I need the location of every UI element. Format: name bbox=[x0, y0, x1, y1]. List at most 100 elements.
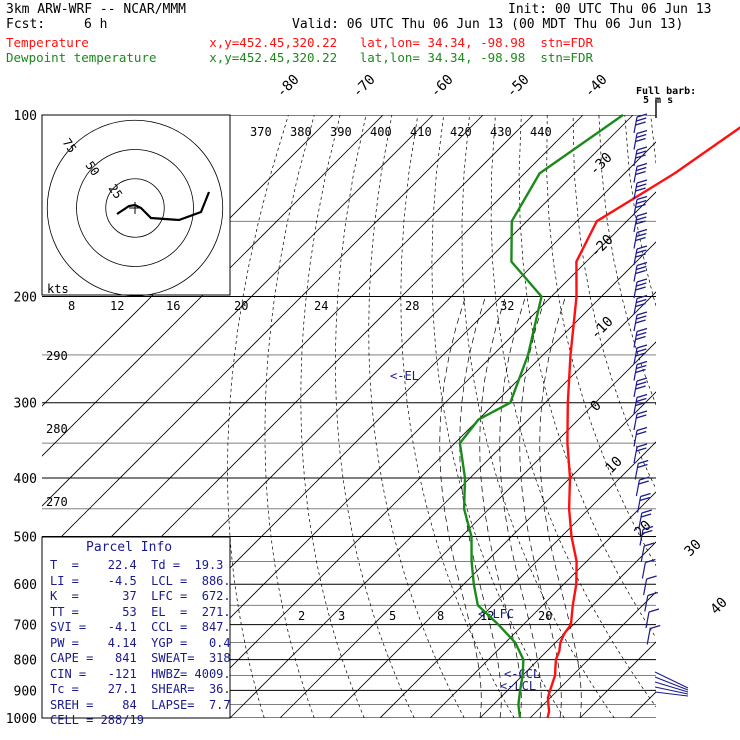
wind-barb-staff bbox=[633, 314, 638, 332]
moist-adiabat bbox=[539, 296, 582, 718]
lcl-marker: <-LCL bbox=[500, 679, 536, 693]
pressure-label: 600 bbox=[14, 578, 37, 593]
isotherm-label: 10 bbox=[603, 454, 626, 477]
wind-barb-flag bbox=[636, 364, 647, 370]
dry-adiabat bbox=[728, 115, 740, 718]
parcel-info-row: T = 22.4 Td = 19.3 bbox=[50, 558, 224, 572]
valid-time: Valid: 06 UTC Thu 06 Jun 13 (00 MDT Thu … bbox=[292, 17, 684, 32]
wind-barb-flag bbox=[636, 426, 648, 432]
wind-barb-flag bbox=[635, 401, 646, 407]
wind-barb-flag bbox=[636, 249, 647, 254]
wind-barb-flag bbox=[636, 348, 647, 353]
wind-barb-staff bbox=[633, 199, 638, 216]
wind-barb-lowlevel bbox=[654, 676, 689, 691]
wind-barb-flag bbox=[636, 199, 647, 205]
isotherm bbox=[42, 115, 484, 557]
wind-barb-flag bbox=[636, 443, 648, 448]
wind-barb-flag bbox=[635, 220, 646, 225]
forecast-hour: 6 h bbox=[84, 17, 108, 32]
wind-barb-staff bbox=[633, 364, 638, 381]
theta-label: 270 bbox=[46, 495, 68, 509]
parcel-info-row: K = 37 LFC = 672. bbox=[50, 589, 231, 603]
wind-barb-flag bbox=[636, 162, 648, 168]
init-time: Init: 00 UTC Thu 06 Jun 13 bbox=[508, 2, 712, 17]
wind-barb-staff bbox=[633, 232, 638, 249]
dry-adiabat bbox=[572, 115, 656, 490]
wind-barb-lowlevel bbox=[654, 671, 689, 689]
wind-barb-flag bbox=[636, 195, 648, 201]
theta-label: 440 bbox=[530, 125, 552, 139]
dry-adiabat bbox=[490, 115, 656, 708]
isotherm bbox=[42, 115, 384, 457]
wind-barb-lowlevel bbox=[654, 691, 689, 697]
dry-adiabat bbox=[227, 115, 289, 718]
barb-legend-title: Full barb: bbox=[636, 86, 696, 97]
wind-barb-flag bbox=[638, 480, 649, 485]
wind-barb-flag bbox=[648, 608, 660, 613]
wind-barb-staff bbox=[633, 413, 638, 431]
wind-barb-staff bbox=[646, 628, 651, 645]
hodograph-ring bbox=[105, 178, 165, 238]
isotherm-label: 30 bbox=[682, 537, 705, 560]
wind-barb-staff bbox=[633, 166, 638, 183]
theta-label: 420 bbox=[450, 125, 472, 139]
dry-adiabat bbox=[703, 115, 740, 718]
forecast-label: Fcst: bbox=[6, 17, 46, 32]
pressure-label: 200 bbox=[14, 291, 37, 306]
wind-barb-staff bbox=[633, 430, 638, 447]
wind-barb-staff bbox=[639, 529, 644, 546]
model-title: 3km ARW-WRF -- NCAR/MMM bbox=[6, 2, 187, 17]
moist-adiabat bbox=[499, 296, 542, 718]
wind-barb-flag bbox=[636, 133, 647, 139]
wind-barb-flag bbox=[636, 393, 648, 399]
mixing-ratio-label: 3 bbox=[338, 609, 345, 623]
wind-barb-flag bbox=[636, 414, 647, 419]
mixing-ratio-label: 8 bbox=[68, 299, 75, 313]
theta-label: 410 bbox=[410, 125, 432, 139]
wind-barb-flag bbox=[636, 344, 648, 349]
dry-adiabat bbox=[431, 115, 565, 718]
mixing-ratio-label: 20 bbox=[234, 299, 248, 313]
wind-barb-staff bbox=[633, 380, 638, 398]
theta-label: 280 bbox=[46, 422, 68, 436]
lfc-marker: <-LFC bbox=[478, 607, 514, 621]
wind-barb-flag bbox=[636, 117, 647, 122]
wind-barb-flag bbox=[636, 278, 648, 283]
dry-adiabat bbox=[335, 115, 415, 718]
wind-barb-flag bbox=[635, 302, 646, 308]
hodograph-ring bbox=[76, 149, 194, 267]
moist-adiabat bbox=[519, 296, 562, 718]
mixing-ratio-label: 12 bbox=[480, 609, 494, 623]
theta-label: 430 bbox=[490, 125, 512, 139]
wind-barb-staff bbox=[644, 595, 649, 612]
wind-barb-flag bbox=[637, 463, 648, 469]
isotherm-label: 0 bbox=[588, 398, 605, 415]
mixing-ratio-label: 32 bbox=[500, 299, 514, 313]
pressure-label: 700 bbox=[14, 619, 37, 634]
isotherm bbox=[42, 115, 534, 607]
pressure-label: 800 bbox=[14, 654, 37, 669]
wind-barb-staff bbox=[638, 512, 643, 530]
isotherm-label: -40 bbox=[582, 72, 611, 101]
wind-barb-staff bbox=[633, 331, 638, 348]
wind-barb-lowlevel bbox=[654, 686, 689, 695]
parcel-panel-frame bbox=[41, 536, 231, 719]
wind-barb-flag bbox=[636, 381, 647, 386]
isotherm bbox=[329, 391, 656, 718]
hodograph-ring-label: 25 bbox=[106, 182, 126, 202]
wind-barb-flag bbox=[636, 430, 647, 436]
dewpoint-legend: Dewpoint temperature x,y=452.45,320.22 l… bbox=[6, 50, 593, 65]
wind-barb-flag bbox=[641, 509, 652, 514]
pressure-label: 300 bbox=[14, 397, 37, 412]
isotherm bbox=[179, 241, 656, 718]
hodograph-ring-label: 50 bbox=[83, 159, 103, 179]
wind-barb-flag bbox=[635, 154, 646, 159]
parcel-info-row: SREH = 84 LAPSE= 7.7 bbox=[50, 697, 231, 712]
wind-barb-staff bbox=[643, 578, 648, 596]
wind-barb-staff bbox=[645, 611, 650, 629]
wind-barb-staff bbox=[633, 446, 638, 464]
wind-barb-flag bbox=[635, 170, 646, 176]
wind-barb-flag bbox=[636, 179, 648, 184]
wind-barb-flag bbox=[636, 282, 647, 287]
parcel-info-row: CELL = 288/19 bbox=[50, 713, 144, 727]
